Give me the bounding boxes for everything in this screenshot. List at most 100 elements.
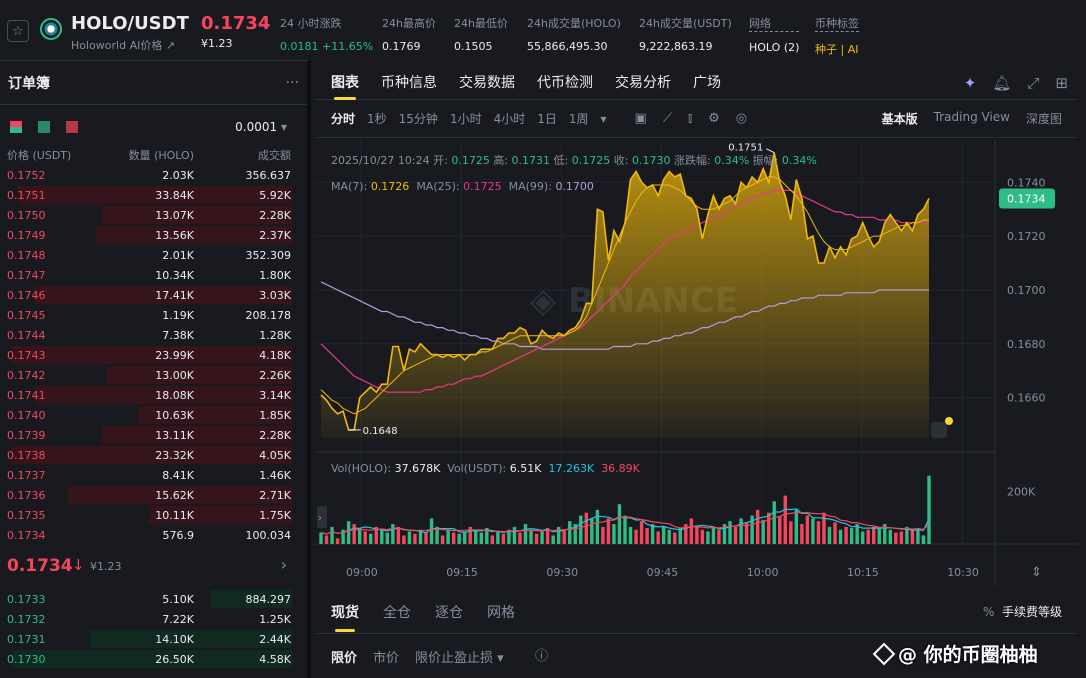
ask-row[interactable]: 0.1739 13.11K 2.28K	[0, 425, 307, 445]
coin-full-name[interactable]: Holoworld AI价格 ↗	[71, 39, 176, 52]
order-amount: 10.11K	[155, 508, 194, 522]
volume-bar	[396, 526, 401, 544]
indicator-icon[interactable]: ⟋	[662, 111, 672, 126]
ask-row[interactable]: 0.1736 15.62K 2.71K	[0, 485, 307, 505]
bid-row[interactable]: 0.1730 26.50K 4.58K	[0, 649, 307, 669]
favorite-star-icon[interactable]: ☆	[7, 20, 29, 42]
candle-icon[interactable]: ⫾	[687, 111, 693, 126]
ask-row[interactable]: 0.1750 13.07K 2.28K	[0, 205, 307, 225]
ask-row[interactable]: 0.1745 1.19K 208.178	[0, 305, 307, 325]
view-mode[interactable]: 基本版	[881, 112, 918, 126]
layout-both-icon[interactable]	[10, 121, 22, 133]
ask-row[interactable]: 0.1749 13.56K 2.37K	[0, 225, 307, 245]
chart-tab[interactable]: 交易数据	[459, 74, 515, 91]
chart-tab[interactable]: 币种信息	[381, 74, 437, 91]
stat-value[interactable]: 种子 | AI	[815, 43, 859, 56]
ask-row[interactable]: 0.1743 23.99K 4.18K	[0, 345, 307, 365]
stat-item: 24h成交量(USDT) 9,222,863.19	[639, 15, 732, 53]
interval-option[interactable]: 4小时	[493, 112, 526, 126]
symbol-name[interactable]: HOLO/USDT	[71, 13, 189, 34]
ask-row[interactable]: 0.1751 33.84K 5.92K	[0, 185, 307, 205]
order-type-tab[interactable]: 限价止盈止损 ▾	[415, 650, 504, 666]
fee-tier[interactable]: % 手续费等级	[983, 603, 1062, 620]
volume-bar	[905, 526, 909, 544]
interval-option[interactable]: 1周	[568, 112, 589, 126]
price-chart[interactable]: 0.1740 0.1720 0.1700 0.1680 0.1660 09:00 09:15…	[315, 140, 1078, 586]
collapse-toggle[interactable]	[317, 506, 327, 528]
depth-bar	[12, 446, 292, 464]
chart-tab[interactable]: 广场	[693, 74, 721, 91]
volume-bar	[584, 512, 589, 544]
chevron-right-icon[interactable]: ›	[280, 555, 287, 574]
ask-row[interactable]: 0.1741 18.08K 3.14K	[0, 385, 307, 405]
ask-row[interactable]: 0.1734 576.9 100.034	[0, 525, 307, 545]
precision-select[interactable]: 0.0001 ▾	[235, 120, 287, 134]
ask-row[interactable]: 0.1735 10.11K 1.75K	[0, 505, 307, 525]
event-marker-icon[interactable]	[931, 422, 947, 438]
stat-item: 24h最高价 0.1769	[382, 15, 436, 53]
view-mode[interactable]: 深度图	[1025, 112, 1062, 126]
layout-asks-icon[interactable]	[66, 121, 78, 133]
info-icon[interactable]: ⓘ	[535, 649, 549, 664]
bell-icon[interactable]: 🔔︎	[992, 74, 1012, 92]
ask-row[interactable]: 0.1744 7.38K 1.28K	[0, 325, 307, 345]
volume-bar	[402, 535, 406, 544]
stat-item: 24 小时涨跌 0.0181 +11.65%	[280, 15, 373, 53]
volume-bar	[507, 529, 511, 544]
interval-option[interactable]: ▾	[600, 111, 607, 126]
chart-tab[interactable]: 代币检测	[537, 74, 593, 91]
interval-option[interactable]: 分时	[331, 112, 356, 126]
trade-tab[interactable]: 现货	[331, 592, 359, 632]
order-total: 100.034	[245, 528, 292, 542]
trade-tab[interactable]: 全仓	[383, 604, 411, 621]
ask-row[interactable]: 0.1747 10.34K 1.80K	[0, 265, 307, 285]
volume-legend: Vol(HOLO): 37.678K Vol(USDT): 6.51K 17.2…	[331, 462, 640, 475]
expand-icon[interactable]: ⤢	[1027, 74, 1040, 92]
order-type-tab[interactable]: 市价	[373, 650, 400, 666]
interval-option[interactable]: 1秒	[367, 112, 387, 126]
volume-bar	[562, 529, 566, 544]
chart-tab[interactable]: 图表	[331, 64, 359, 100]
volume-bar	[811, 518, 815, 544]
order-amount: 14.10K	[155, 632, 194, 646]
volume-bar	[927, 475, 931, 544]
trade-tab[interactable]: 网格	[487, 604, 515, 621]
bid-row[interactable]: 0.1732 7.22K 1.25K	[0, 609, 307, 629]
bid-row[interactable]: 0.1733 5.10K 884.297	[0, 589, 307, 609]
interval-option[interactable]: 1小时	[449, 112, 482, 126]
x-tick-label: 09:45	[647, 566, 679, 579]
watermark: @ 你的币圈柚柚	[872, 640, 1038, 667]
settings-slider-icon[interactable]: ⚙	[708, 111, 720, 126]
order-total: 1.28K	[259, 328, 291, 342]
view-mode[interactable]: Trading View	[933, 110, 1010, 124]
order-total: 2.37K	[259, 228, 291, 242]
calendar-icon[interactable]: ▣	[634, 111, 647, 126]
order-type-tab[interactable]: 限价	[331, 650, 358, 666]
ask-row[interactable]: 0.1742 13.00K 2.26K	[0, 365, 307, 385]
more-icon[interactable]: ···	[285, 74, 299, 91]
fit-height-icon[interactable]: ⇕	[1031, 565, 1042, 580]
target-icon[interactable]: ◎	[735, 111, 748, 126]
trade-tab[interactable]: 逐仓	[435, 604, 463, 621]
ask-row[interactable]: 0.1748 2.01K 352.309	[0, 245, 307, 265]
grid-layout-icon[interactable]: ⊞	[1055, 74, 1068, 92]
chart-tool-icons: ✦ 🔔︎ ⤢ ⊞	[964, 74, 1068, 92]
ask-row[interactable]: 0.1740 10.63K 1.85K	[0, 405, 307, 425]
interval-option[interactable]: 1日	[537, 112, 557, 126]
fee-tier-label: 手续费等级	[1001, 605, 1062, 619]
layout-bids-icon[interactable]	[38, 121, 50, 133]
ai-sparkle-icon[interactable]: ✦	[963, 74, 977, 92]
ask-row[interactable]: 0.1752 2.03K 356.637	[0, 165, 307, 185]
ask-row[interactable]: 0.1737 8.41K 1.46K	[0, 465, 307, 485]
mid-price-row[interactable]: 0.1734 ↓ ¥1.23 ›	[0, 545, 307, 589]
order-total: 5.92K	[259, 188, 291, 202]
ask-row[interactable]: 0.1746 17.41K 3.03K	[0, 285, 307, 305]
chart-tab[interactable]: 交易分析	[615, 74, 671, 91]
stat-value[interactable]: HOLO (2)	[749, 41, 800, 54]
ohlc-value: 0.34%	[714, 154, 750, 167]
bid-row[interactable]: 0.1731 14.10K 2.44K	[0, 629, 307, 649]
trade-mode-tabs: 现货 全仓 逐仓 网格	[315, 590, 1078, 634]
ask-row[interactable]: 0.1738 23.32K 4.05K	[0, 445, 307, 465]
ohlc-value: 0.1731	[511, 154, 551, 167]
interval-option[interactable]: 15分钟	[398, 112, 438, 126]
